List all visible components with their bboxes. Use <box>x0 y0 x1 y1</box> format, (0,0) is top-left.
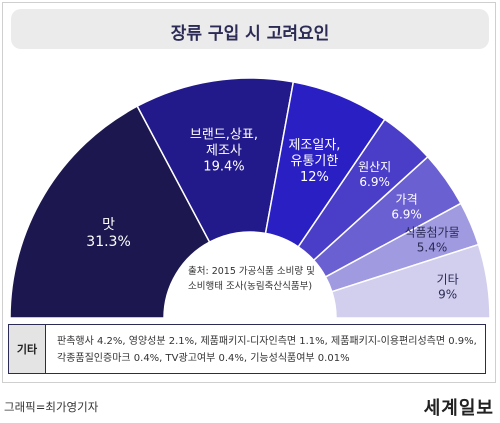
slice-2-label: 유통기한 <box>291 154 339 169</box>
slice-6 <box>330 243 491 319</box>
other-breakdown-line-2: 각종품질인증마크 0.4%, TV광고여부 0.4%, 기능성식품여부 0.01… <box>57 353 350 364</box>
slice-0-value: 31.3% <box>86 234 130 250</box>
slice-1 <box>136 77 295 244</box>
other-breakdown-box: 기타 판촉행사 4.2%, 영양성분 2.1%, 제품패키지-디자인측면 1.1… <box>8 324 486 374</box>
slice-0 <box>9 105 211 319</box>
chart-title: 장류 구입 시 고려요인 <box>170 24 330 44</box>
slice-3-value: 6.9% <box>359 175 390 189</box>
source-line-2: 소비행태 조사(농림축산식품부) <box>188 281 313 292</box>
slice-1-value: 19.4% <box>203 159 244 174</box>
slice-2-value: 12% <box>300 170 329 185</box>
source-line-1: 출처: 2015 가공식품 소비량 및 <box>188 266 315 277</box>
slice-1-label: 제조사 <box>206 143 242 158</box>
other-breakdown-text: 판촉행사 4.2%, 영양성분 2.1%, 제품패키지-디자인측면 1.1%, … <box>57 333 477 367</box>
slice-5-label: 식품첨가물 <box>404 226 459 240</box>
slice-6-value: 9% <box>438 288 457 302</box>
slice-2-label: 제조일자, <box>288 138 340 153</box>
slice-4-label: 가격 <box>396 192 418 206</box>
slice-5-value: 5.4% <box>417 241 448 255</box>
slice-6-label: 기타 <box>437 273 459 287</box>
graphic-credit: 그래픽=최가영기자 <box>4 400 99 414</box>
slice-1-label: 브랜드,상표, <box>190 127 258 142</box>
source-note: 출처: 2015 가공식품 소비량 및 소비행태 조사(농림축산식품부) <box>188 264 328 294</box>
title-bar: 장류 구입 시 고려요인 <box>11 9 489 49</box>
other-breakdown-line-1: 판촉행사 4.2%, 영양성분 2.1%, 제품패키지-디자인측면 1.1%, … <box>57 336 477 347</box>
slice-3-label: 원산지 <box>358 160 391 174</box>
other-breakdown-label: 기타 <box>9 325 46 373</box>
publisher-logo: 세계일보 <box>423 398 494 419</box>
slice-0-label: 맛 <box>102 217 115 233</box>
slice-4-value: 6.9% <box>391 207 422 221</box>
